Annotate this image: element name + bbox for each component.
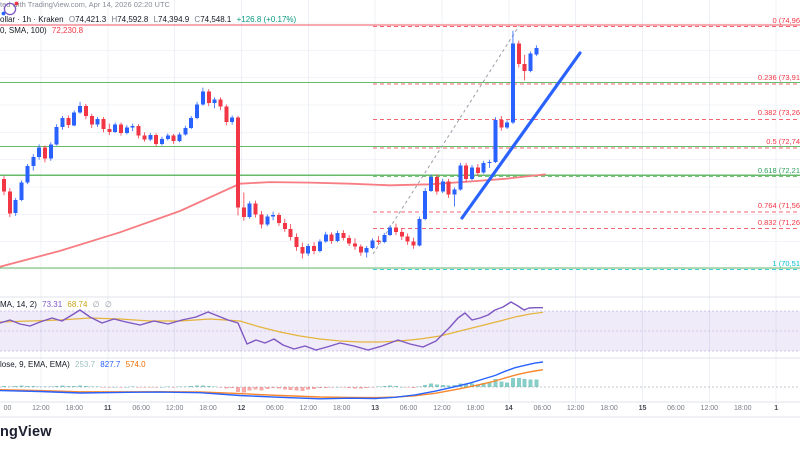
time-axis-label: 15 bbox=[638, 405, 647, 412]
fib-level-label[interactable]: 0.5 (72,74 bbox=[766, 137, 800, 146]
low-value: 74,394.9 bbox=[158, 14, 190, 24]
close-value: 74,548.1 bbox=[200, 14, 232, 24]
time-axis-label: 11 bbox=[104, 405, 112, 412]
tradingview-logo[interactable]: ngView bbox=[0, 424, 52, 440]
time-axis-label: 12 bbox=[237, 405, 246, 412]
high-value: 74,592.8 bbox=[117, 14, 149, 24]
time-axis-label: 06:00 bbox=[533, 405, 551, 412]
time-axis[interactable]: 00 12:00 18:00 11 06:00 12:00 18:00 12 06:00 12:0… bbox=[0, 402, 800, 417]
ma-legend-value: 72,230.8 bbox=[51, 25, 84, 35]
time-axis-label: 12:00 bbox=[566, 405, 585, 412]
time-axis-label: 13 bbox=[371, 405, 380, 412]
open-value: 74,421.3 bbox=[75, 14, 107, 24]
rsi-pane bbox=[0, 301, 800, 352]
change-value: +126.8 (+0.17%) bbox=[236, 14, 297, 24]
fib-level-label[interactable]: 0.832 (71,26 bbox=[757, 217, 800, 227]
rsi-band-value-2: ∅ bbox=[104, 300, 112, 309]
fib-level-lines[interactable] bbox=[0, 24, 800, 270]
ma-legend: 0, SMA, 100) 72,230.8 bbox=[0, 25, 86, 36]
grid bbox=[0, 0, 800, 402]
watermark: ted with TradingView.com, Apr 14, 2026 0… bbox=[0, 0, 170, 9]
symbol-legend: ollar · 1h · Kraken O74,421.3 H74,592.8 … bbox=[0, 14, 299, 25]
trendline-blue[interactable] bbox=[460, 51, 582, 220]
rsi-band-value-1: ∅ bbox=[92, 300, 100, 309]
time-axis-label: 1 bbox=[774, 405, 779, 412]
time-axis-label: 12:00 bbox=[165, 405, 184, 412]
symbol-title[interactable]: ollar · 1h · Kraken bbox=[0, 14, 64, 24]
fib-level-label[interactable]: 0.382 (73,26 bbox=[757, 108, 800, 118]
macd-signal-value: 574.0 bbox=[125, 359, 146, 369]
fib-level-label[interactable]: 0.236 (73,91 bbox=[757, 72, 800, 82]
rsi-legend: MA, 14, 2) 73.31 68.74 ∅ ∅ bbox=[0, 300, 115, 310]
time-axis-label: 18:00 bbox=[466, 405, 485, 412]
cycle-icon bbox=[1, 1, 19, 16]
high-label: H bbox=[111, 14, 118, 24]
time-axis-label: 18:00 bbox=[600, 405, 618, 412]
macd-legend-name[interactable]: lose, 9, EMA, EMA) bbox=[0, 359, 70, 369]
rsi-value: 73.31 bbox=[42, 300, 63, 309]
open-label: O bbox=[68, 14, 76, 24]
sma100-line bbox=[0, 173, 546, 268]
low-label: L bbox=[153, 14, 159, 24]
rsi-legend-name[interactable]: MA, 14, 2) bbox=[0, 300, 37, 309]
time-axis-label: 18:00 bbox=[65, 405, 84, 412]
candles-layer bbox=[2, 30, 539, 259]
ma-legend-name[interactable]: 0, SMA, 100) bbox=[0, 25, 47, 35]
time-axis-label: 18:00 bbox=[199, 405, 217, 412]
time-axis-label: 06:00 bbox=[399, 405, 418, 412]
macd-legend: lose, 9, EMA, EMA) 253.7 827.7 574.0 bbox=[0, 359, 149, 370]
time-axis-label: 18:00 bbox=[733, 405, 752, 412]
time-axis-label: 06:00 bbox=[132, 405, 150, 412]
time-axis-label: 06:00 bbox=[667, 405, 685, 412]
time-axis-label: 12:00 bbox=[32, 405, 50, 412]
fib-level-label[interactable]: 0.764 (71,56 bbox=[757, 201, 800, 211]
fib-level-label[interactable]: 0 (74,96 bbox=[772, 15, 800, 25]
time-axis-label: 12:00 bbox=[433, 405, 451, 412]
fib-level-label[interactable]: 0.618 (72,21 bbox=[757, 165, 800, 175]
fib-level-label[interactable]: 1 (70,51 bbox=[772, 258, 800, 268]
pane-dividers bbox=[0, 296, 800, 418]
time-axis-label: 14 bbox=[504, 405, 513, 412]
rsi-ma-value: 68.74 bbox=[67, 300, 88, 309]
macd-pane bbox=[0, 361, 800, 400]
macd-value: 827.7 bbox=[100, 359, 121, 369]
time-axis-label: 18:00 bbox=[332, 405, 351, 412]
time-axis-label: 12:00 bbox=[299, 405, 318, 412]
macd-hist-value: 253.7 bbox=[75, 359, 96, 369]
time-axis-label: 12:00 bbox=[700, 405, 719, 412]
close-label: C bbox=[194, 14, 201, 24]
time-axis-label: 06:00 bbox=[266, 405, 284, 412]
time-axis-label: 00 bbox=[3, 405, 12, 412]
